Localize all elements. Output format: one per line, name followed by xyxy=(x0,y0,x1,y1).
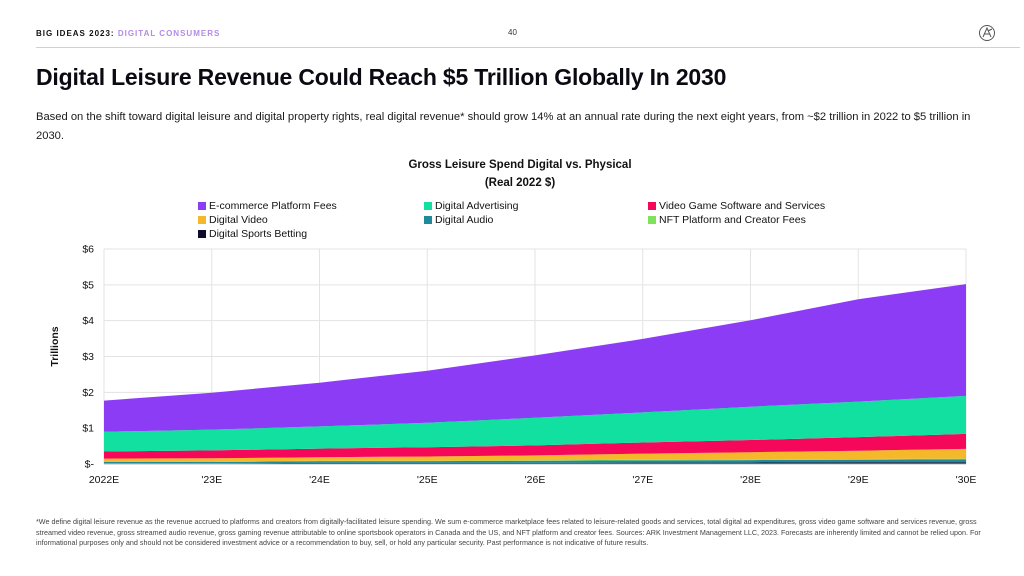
legend-label: Digital Video xyxy=(209,214,268,226)
header-separator: : xyxy=(110,29,115,38)
area-nft-platform-and-creator-fees xyxy=(104,458,966,462)
legend-item-video-game: Video Game Software and Services xyxy=(648,200,825,212)
x-tick-label: '23E xyxy=(201,474,222,486)
x-tick-label: 2022E xyxy=(89,474,119,486)
page-subtitle: Based on the shift toward digital leisur… xyxy=(36,111,971,142)
y-tick-label: $- xyxy=(85,459,95,471)
y-tick-label: $5 xyxy=(82,279,94,291)
chart-title-block: Gross Leisure Spend Digital vs. Physical… xyxy=(300,156,740,192)
x-tick-label: '27E xyxy=(632,474,653,486)
chart-subtitle: (Real 2022 $) xyxy=(484,177,556,189)
legend-label: Video Game Software and Services xyxy=(659,200,826,212)
legend-swatch xyxy=(424,216,432,224)
y-tick-label: $1 xyxy=(82,423,94,435)
legend-label: E-commerce Platform Fees xyxy=(209,200,337,212)
page-title: Digital Leisure Revenue Could Reach $5 T… xyxy=(36,64,727,90)
x-tick-label: '29E xyxy=(848,474,869,486)
area-digital-advertising xyxy=(104,395,966,452)
x-tick-label: '30E xyxy=(956,474,977,486)
x-tick-label: '24E xyxy=(309,474,330,486)
legend-item-video: Digital Video xyxy=(198,214,268,226)
x-tick-label: '28E xyxy=(740,474,761,486)
legend-item-ecommerce: E-commerce Platform Fees xyxy=(198,200,337,212)
legend-swatch xyxy=(198,230,206,238)
legend-swatch xyxy=(198,216,206,224)
legend-label: NFT Platform and Creator Fees xyxy=(659,214,806,226)
footnote: *We define digital leisure revenue as th… xyxy=(36,517,981,547)
legend-swatch xyxy=(648,216,656,224)
chart-title: Gross Leisure Spend Digital vs. Physical xyxy=(408,159,632,171)
header-divider xyxy=(36,47,1020,48)
series-label: BIG IDEAS 2023 xyxy=(36,29,111,38)
area-e-commerce-platform-fees xyxy=(104,284,966,432)
legend-item-nft: NFT Platform and Creator Fees xyxy=(648,214,806,226)
legend-item-audio: Digital Audio xyxy=(424,214,493,226)
page-number: 40 xyxy=(508,28,517,37)
legend-item-advertising: Digital Advertising xyxy=(424,200,518,212)
x-tick-label: '25E xyxy=(417,474,438,486)
x-tick-label: '26E xyxy=(525,474,546,486)
area-digital-video xyxy=(104,448,966,462)
y-tick-label: $4 xyxy=(82,315,94,327)
area-video-game-software-and-services xyxy=(104,433,966,459)
topic-label: DIGITAL CONSUMERS xyxy=(117,29,221,38)
report-header: BIG IDEAS 2023: DIGITAL CONSUMERS xyxy=(36,29,220,38)
legend-swatch xyxy=(424,202,432,210)
area-digital-audio xyxy=(104,459,966,464)
legend-swatch xyxy=(198,202,206,210)
legend-label: Digital Audio xyxy=(435,214,494,226)
legend-label: Digital Sports Betting xyxy=(209,228,308,240)
y-tick-label: $2 xyxy=(82,387,94,399)
y-tick-label: $3 xyxy=(82,351,94,363)
y-axis-label: Trillions xyxy=(49,326,61,366)
y-tick-label: $6 xyxy=(82,244,94,256)
legend-item-sports-betting: Digital Sports Betting xyxy=(198,228,307,240)
legend-swatch xyxy=(648,202,656,210)
ark-logo-icon xyxy=(979,25,995,41)
legend-label: Digital Advertising xyxy=(435,200,519,212)
